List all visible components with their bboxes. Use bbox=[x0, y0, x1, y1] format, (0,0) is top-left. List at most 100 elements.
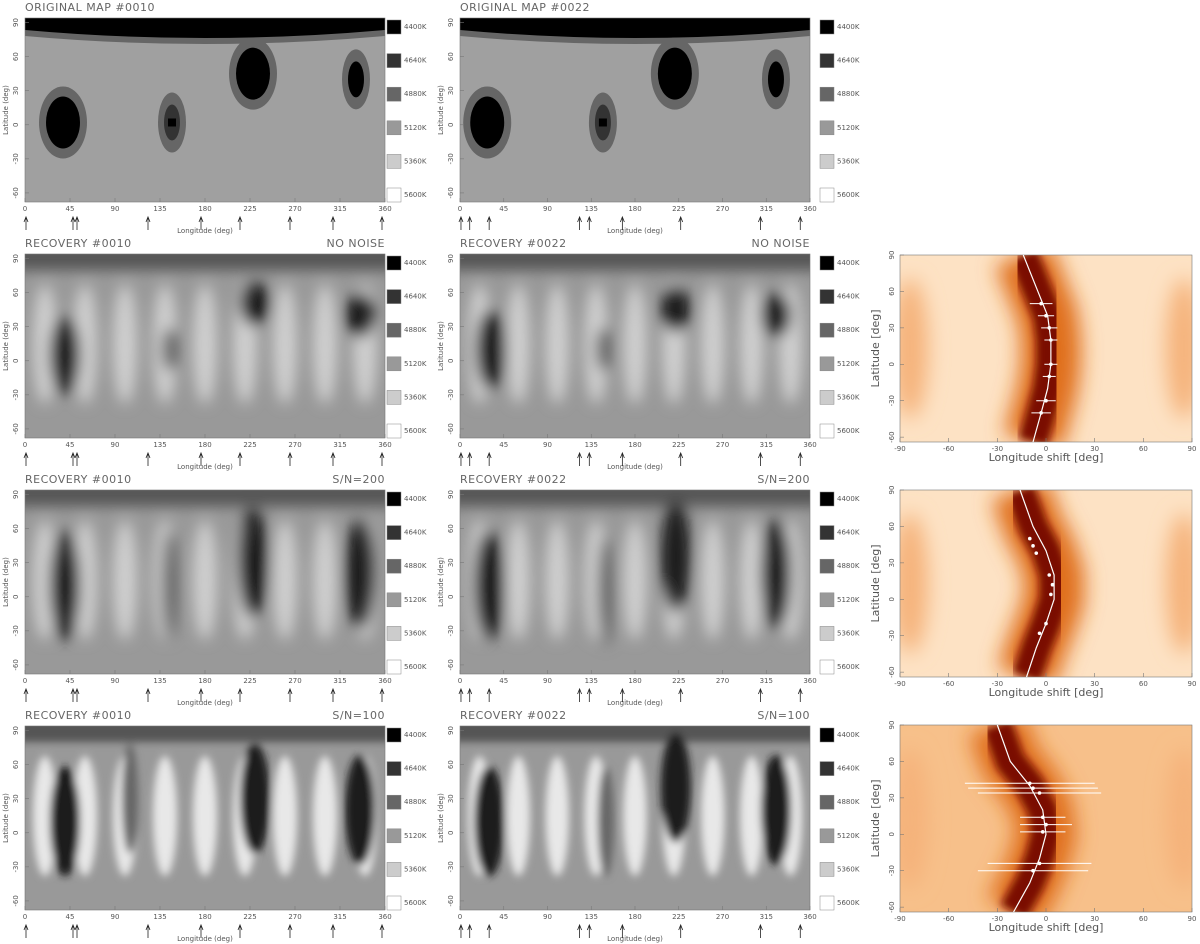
x-tick-label: -30 bbox=[992, 445, 1003, 453]
colorbar-label: 4640K bbox=[837, 293, 860, 301]
colorbar-label: 4880K bbox=[837, 90, 860, 98]
x-tick-label: 135 bbox=[585, 677, 598, 685]
x-tick-label: 60 bbox=[1139, 915, 1148, 923]
point bbox=[1050, 582, 1055, 587]
colorbar-swatch bbox=[386, 895, 402, 911]
colorbar-swatch bbox=[386, 558, 402, 574]
colorbar-label: 5360K bbox=[837, 393, 860, 401]
phase-arrow bbox=[23, 923, 29, 938]
x-tick-label: 135 bbox=[153, 205, 166, 213]
y-tick-label: -60 bbox=[447, 895, 455, 906]
colorbar-swatch bbox=[819, 86, 835, 102]
colorbar-swatch bbox=[819, 120, 835, 136]
colorbar-label: 5120K bbox=[837, 124, 860, 132]
light-stripe bbox=[701, 520, 725, 640]
x-tick-label: 225 bbox=[672, 205, 685, 213]
point bbox=[1047, 326, 1052, 330]
x-tick-label: 45 bbox=[499, 441, 508, 449]
colorbar-label: 4640K bbox=[837, 529, 860, 537]
point bbox=[1034, 551, 1039, 555]
phase-arrow bbox=[237, 215, 243, 230]
phase-arrow bbox=[586, 923, 592, 938]
y-tick-label: 60 bbox=[888, 522, 896, 531]
x-tick-label: 180 bbox=[198, 205, 211, 213]
y-tick-label: -30 bbox=[12, 861, 20, 872]
y-tick-label: -60 bbox=[12, 187, 20, 198]
phase-arrow bbox=[287, 215, 293, 230]
map-blur bbox=[460, 490, 810, 647]
x-axis-label: Longitude (deg) bbox=[177, 463, 233, 471]
y-tick-label: -60 bbox=[12, 895, 20, 906]
spot bbox=[597, 766, 614, 877]
colorbar-label: 4880K bbox=[837, 562, 860, 570]
x-tick-label: 30 bbox=[1090, 915, 1099, 923]
phase-arrow bbox=[23, 451, 29, 466]
light-stripe bbox=[701, 756, 725, 876]
x-tick-label: 0 bbox=[458, 677, 462, 685]
colorbar-swatch bbox=[386, 322, 402, 338]
light-stripe bbox=[584, 284, 608, 404]
light-stripe bbox=[740, 284, 764, 404]
profile-image bbox=[900, 725, 1192, 912]
x-tick-label: 0 bbox=[458, 441, 462, 449]
x-tick-label: 180 bbox=[628, 913, 641, 921]
point bbox=[1037, 631, 1042, 636]
phase-arrow bbox=[330, 215, 336, 230]
point bbox=[1047, 374, 1052, 379]
y-tick-label: -30 bbox=[888, 630, 896, 641]
y-tick-label: -60 bbox=[888, 431, 896, 442]
spot bbox=[470, 96, 505, 149]
y-tick-label: 30 bbox=[12, 558, 20, 567]
y-tick-label: -60 bbox=[447, 659, 455, 670]
phase-arrow bbox=[467, 451, 473, 466]
y-axis-label: Latitude (deg) bbox=[437, 321, 445, 371]
phase-arrow bbox=[577, 687, 582, 702]
spot bbox=[238, 507, 268, 618]
light-stripe bbox=[740, 520, 764, 640]
y-tick-label: 60 bbox=[12, 760, 20, 769]
map-image bbox=[25, 18, 385, 202]
phase-arrow bbox=[486, 451, 492, 466]
colorbar-label: 4400K bbox=[404, 731, 427, 739]
phase-arrow bbox=[577, 215, 582, 230]
spot bbox=[50, 530, 80, 641]
x-tick-label: -60 bbox=[943, 445, 954, 453]
panel-title: RECOVERY #0022 bbox=[460, 237, 567, 250]
light-stripe bbox=[506, 520, 530, 640]
spot bbox=[760, 519, 791, 630]
y-tick-label: -60 bbox=[12, 423, 20, 434]
polar-band bbox=[25, 254, 385, 270]
y-tick-label: -60 bbox=[888, 901, 896, 912]
phase-arrow bbox=[287, 923, 293, 938]
phase-arrow bbox=[758, 215, 763, 230]
x-tick-label: 0 bbox=[23, 205, 27, 213]
x-tick-label: 360 bbox=[378, 677, 391, 685]
y-tick-label: 30 bbox=[12, 86, 20, 95]
light-stripe bbox=[740, 756, 764, 876]
colorbar-swatch bbox=[819, 322, 835, 338]
light-stripe bbox=[273, 520, 297, 640]
y-tick-label: 90 bbox=[12, 254, 20, 263]
profile-image bbox=[900, 490, 1192, 677]
x-tick-label: 135 bbox=[585, 913, 598, 921]
x-tick-label: 270 bbox=[288, 441, 301, 449]
point bbox=[1049, 362, 1053, 367]
x-axis-label: Longitude (deg) bbox=[607, 699, 663, 707]
colorbar-swatch bbox=[819, 356, 835, 372]
light-stripe bbox=[506, 284, 530, 404]
x-tick-label: -60 bbox=[943, 680, 954, 688]
colorbar-label: 4880K bbox=[837, 326, 860, 334]
phase-arrow bbox=[74, 451, 80, 466]
x-tick-label: 90 bbox=[543, 441, 552, 449]
colorbar-label: 4640K bbox=[837, 765, 860, 773]
panel-subtitle: NO NOISE bbox=[752, 237, 810, 250]
phase-arrow bbox=[586, 215, 592, 230]
phase-arrow bbox=[758, 451, 763, 466]
phase-arrow bbox=[23, 687, 29, 702]
light-stripe bbox=[623, 520, 647, 640]
point bbox=[1040, 815, 1045, 820]
light-stripe bbox=[113, 520, 137, 640]
colorbar-swatch bbox=[386, 828, 402, 844]
spot bbox=[122, 743, 138, 854]
phase-arrow bbox=[198, 451, 204, 466]
